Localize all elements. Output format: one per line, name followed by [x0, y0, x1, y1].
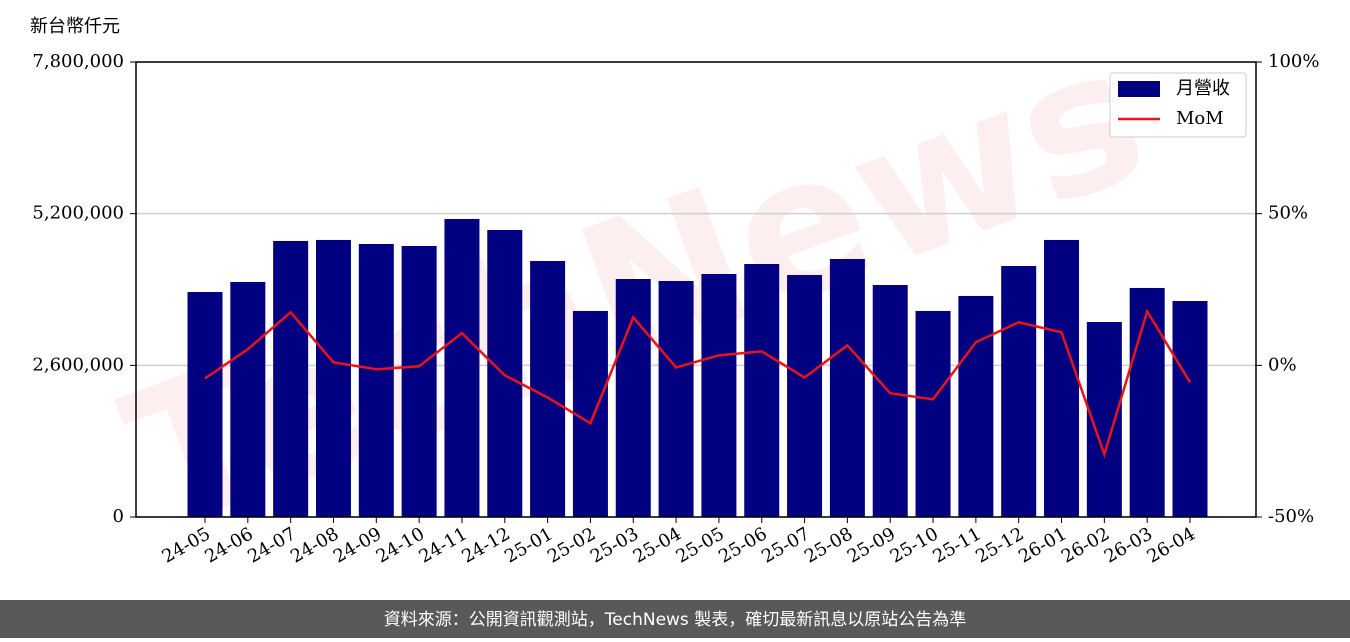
bar [615, 279, 651, 517]
bar [829, 258, 865, 517]
x-tick-label: 25-01 [501, 523, 556, 567]
bar [1001, 265, 1037, 517]
y2-tick-label: 0% [1268, 354, 1297, 375]
x-tick-label: 24-10 [373, 523, 428, 567]
bar [487, 230, 523, 517]
x-tick-label: 25-06 [715, 523, 770, 567]
bar [358, 244, 394, 517]
legend-label: MoM [1176, 108, 1224, 129]
bar [1172, 300, 1208, 517]
x-tick-label: 25-12 [972, 523, 1027, 567]
y-tick-label: 2,600,000 [32, 354, 124, 375]
y2-tick-label: -50% [1268, 506, 1314, 527]
bar [958, 295, 994, 517]
x-tick-label: 25-09 [844, 523, 899, 567]
plot-frame [135, 61, 1257, 518]
bar [444, 218, 480, 517]
bar [187, 292, 223, 517]
y-tick-label: 7,800,000 [32, 51, 124, 72]
bar [572, 310, 608, 517]
x-tick-label: 26-03 [1101, 523, 1156, 567]
bar [744, 264, 780, 517]
x-tick-label: 25-10 [887, 523, 942, 567]
x-tick-label: 24-11 [416, 523, 471, 567]
bar [915, 310, 951, 517]
bar [872, 285, 908, 517]
y2-tick-label: 50% [1268, 203, 1308, 224]
bar [401, 245, 437, 517]
legend-label: 月營收 [1176, 78, 1230, 99]
y-tick-label: 0 [113, 506, 124, 527]
y-axis-label: 新台幣仟元 [30, 16, 120, 37]
footer-band [0, 600, 1350, 638]
x-tick-label: 25-02 [544, 523, 599, 567]
bar [787, 274, 823, 517]
bar [273, 240, 309, 517]
line [204, 308, 1192, 459]
x-tick-label: 25-07 [758, 523, 813, 567]
x-tick-label: 25-08 [801, 523, 856, 567]
bar [315, 239, 351, 517]
bar [1044, 239, 1080, 517]
y2-tick-label: 100% [1268, 51, 1319, 72]
footer: 資料來源：公開資訊觀測站，TechNews 製表，確切最新訊息以原站公告為準 [384, 610, 966, 630]
x-tick-label: 24-12 [458, 523, 513, 567]
x-tick-label: 25-05 [672, 523, 727, 567]
bar [1129, 287, 1165, 517]
bar [701, 273, 737, 517]
x-tick-label: 24-09 [330, 523, 385, 567]
x-tick-label: 25-04 [630, 523, 685, 567]
bar [530, 260, 566, 517]
legend-swatch [1118, 81, 1160, 97]
x-tick-label: 26-01 [1015, 523, 1070, 567]
x-tick-label: 25-11 [929, 523, 984, 567]
bar [658, 280, 694, 517]
x-tick-label: 26-04 [1144, 523, 1199, 567]
y-tick-label: 5,200,000 [32, 203, 124, 224]
bar [230, 281, 266, 517]
x-tick-label: 25-03 [587, 523, 642, 567]
x-tick-label: 24-08 [287, 523, 342, 567]
x-tick-label: 26-02 [1058, 523, 1113, 567]
